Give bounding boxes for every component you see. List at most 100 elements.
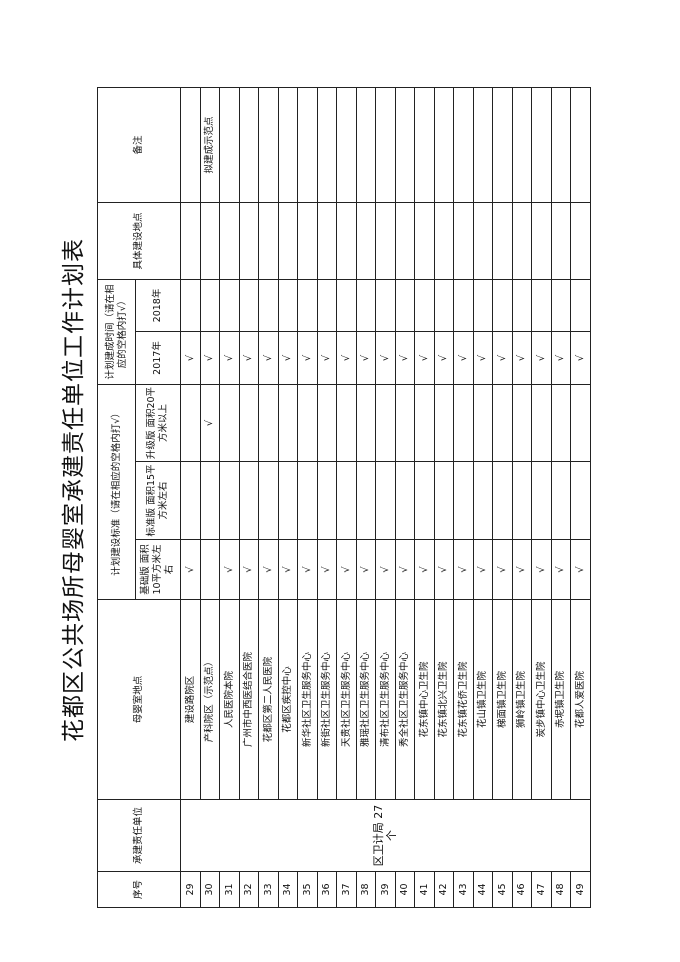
row-y2018-check — [473, 279, 493, 332]
row-upgrade-check — [453, 384, 473, 462]
row-location: 花山镇卫生院 — [473, 599, 493, 800]
row-site — [551, 202, 571, 280]
row-seq: 46 — [512, 871, 532, 908]
row-standard-check — [180, 461, 200, 540]
row-y2018-check — [336, 279, 356, 332]
row-y2018-check — [200, 279, 220, 332]
row-location: 狮岭镇卫生院 — [512, 599, 532, 800]
table-row: 29 区卫计局 27个 建设路院区 √ √ — [180, 87, 590, 908]
row-site — [395, 202, 415, 280]
row-seq: 34 — [278, 871, 298, 908]
row-remark — [492, 87, 512, 203]
table-row: 49 花都人爱医院 √ √ — [570, 87, 590, 908]
row-y2017-check: √ — [239, 331, 259, 385]
row-site — [375, 202, 395, 280]
row-upgrade-check — [278, 384, 298, 462]
row-location: 人民医院本院 — [219, 599, 239, 800]
table-row: 45 梯面镇卫生院 √ √ — [492, 87, 512, 908]
row-basic-check: √ — [492, 539, 512, 600]
row-standard-check — [492, 461, 512, 540]
row-y2018-check — [531, 279, 551, 332]
row-y2017-check: √ — [531, 331, 551, 385]
row-basic-check: √ — [395, 539, 415, 600]
row-upgrade-check — [336, 384, 356, 462]
row-location: 建设路院区 — [180, 599, 200, 800]
table-row: 42 花东镇北兴卫生院 √ √ — [434, 87, 454, 908]
row-seq: 42 — [434, 871, 454, 908]
row-site — [356, 202, 376, 280]
row-location: 雅瑶社区卫生服务中心 — [356, 599, 376, 800]
header-remark: 备注 — [97, 87, 181, 203]
table-row: 38 雅瑶社区卫生服务中心 √ √ — [356, 87, 376, 908]
row-y2018-check — [258, 279, 278, 332]
table-row: 37 天贵社区卫生服务中心 √ √ — [336, 87, 356, 908]
row-basic-check: √ — [570, 539, 590, 600]
row-standard-check — [356, 461, 376, 540]
header-2017: 2017年 — [135, 331, 181, 385]
table-row: 35 新华社区卫生服务中心 √ √ — [297, 87, 317, 908]
row-location: 炭步镇中心卫生院 — [531, 599, 551, 800]
row-remark — [317, 87, 337, 203]
row-basic-check: √ — [512, 539, 532, 600]
row-location: 秀全社区卫生服务中心 — [395, 599, 415, 800]
row-site — [434, 202, 454, 280]
row-upgrade-check — [258, 384, 278, 462]
row-site — [278, 202, 298, 280]
row-remark — [356, 87, 376, 203]
row-y2017-check: √ — [570, 331, 590, 385]
row-upgrade-check — [531, 384, 551, 462]
row-standard-check — [414, 461, 434, 540]
row-remark — [414, 87, 434, 203]
row-upgrade-check: √ — [200, 384, 220, 462]
row-standard-check — [453, 461, 473, 540]
row-y2017-check: √ — [278, 331, 298, 385]
plan-table: 序号 承建责任单位 母婴室地点 计划建设标准（请在相应的空格内打√） 计划建成时… — [97, 87, 591, 908]
row-y2018-check — [180, 279, 200, 332]
row-y2017-check: √ — [356, 331, 376, 385]
row-y2018-check — [414, 279, 434, 332]
row-y2017-check: √ — [453, 331, 473, 385]
row-upgrade-check — [434, 384, 454, 462]
row-y2018-check — [512, 279, 532, 332]
row-site — [317, 202, 337, 280]
row-remark — [219, 87, 239, 203]
row-y2017-check: √ — [414, 331, 434, 385]
row-seq: 37 — [336, 871, 356, 908]
row-basic-check: √ — [219, 539, 239, 600]
row-upgrade-check — [297, 384, 317, 462]
row-y2018-check — [239, 279, 259, 332]
row-standard-check — [570, 461, 590, 540]
row-y2017-check: √ — [512, 331, 532, 385]
row-y2017-check: √ — [200, 331, 220, 385]
row-remark — [278, 87, 298, 203]
row-seq: 33 — [258, 871, 278, 908]
row-y2018-check — [551, 279, 571, 332]
row-site — [219, 202, 239, 280]
row-basic-check: √ — [551, 539, 571, 600]
row-basic-check — [200, 539, 220, 600]
row-location: 赤坭镇卫生院 — [551, 599, 571, 800]
row-y2017-check: √ — [492, 331, 512, 385]
row-upgrade-check — [317, 384, 337, 462]
row-location: 天贵社区卫生服务中心 — [336, 599, 356, 800]
table-row: 32 广州市中西医结合医院 √ √ — [239, 87, 259, 908]
row-y2017-check: √ — [395, 331, 415, 385]
row-standard-check — [278, 461, 298, 540]
row-upgrade-check — [180, 384, 200, 462]
row-site — [570, 202, 590, 280]
row-standard-check — [219, 461, 239, 540]
row-seq: 31 — [219, 871, 239, 908]
header-upgrade: 升级版 面积20平方米以上 — [135, 384, 181, 462]
table-row: 36 新街社区卫生服务中心 √ √ — [317, 87, 337, 908]
row-basic-check: √ — [317, 539, 337, 600]
header-standard-group: 计划建设标准（请在相应的空格内打√） — [97, 384, 136, 600]
table-row: 40 秀全社区卫生服务中心 √ √ — [395, 87, 415, 908]
row-standard-check — [473, 461, 493, 540]
row-seq: 38 — [356, 871, 376, 908]
table-row: 34 花都区疾控中心 √ √ — [278, 87, 298, 908]
row-upgrade-check — [473, 384, 493, 462]
table-row: 31 人民医院本院 √ √ — [219, 87, 239, 908]
row-seq: 29 — [180, 871, 200, 908]
row-standard-check — [434, 461, 454, 540]
row-site — [414, 202, 434, 280]
